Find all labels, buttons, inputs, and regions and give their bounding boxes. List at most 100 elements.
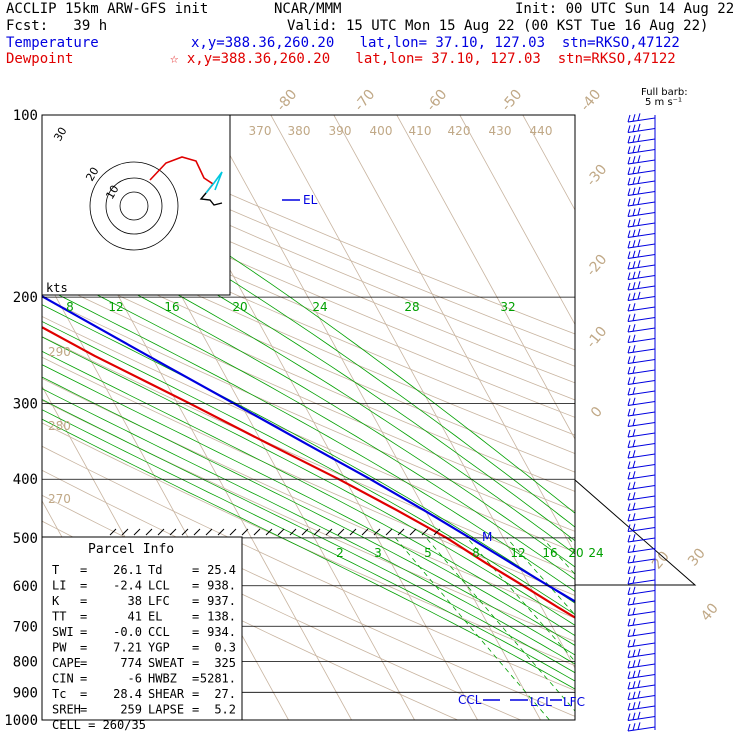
hatch-mark	[109, 528, 117, 536]
parcel-eq: =	[80, 625, 87, 639]
wind-barb-flag	[632, 670, 636, 678]
pressure-label: 500	[13, 531, 38, 547]
temperature-label: -70	[351, 87, 378, 115]
theta-label: 440	[530, 124, 553, 138]
wind-barb-flag	[632, 313, 636, 321]
wind-barb	[627, 170, 656, 175]
wind-barb-flag	[632, 628, 636, 636]
wind-barb-flag	[632, 376, 636, 384]
wind-barb	[627, 453, 656, 459]
hatch-mark	[385, 528, 393, 536]
hatch-mark	[313, 528, 321, 536]
wind-barb	[627, 642, 656, 648]
parcel-eq: =	[192, 625, 199, 639]
hodograph-ring-label: 20	[83, 165, 101, 184]
isotherm-line	[459, 115, 575, 326]
wind-barb	[627, 621, 656, 627]
parcel-value: -0.0	[113, 625, 142, 639]
wind-barb-flag	[632, 492, 636, 500]
moist-adiabat-line	[42, 244, 575, 568]
wind-barb-flag	[627, 272, 631, 280]
wind-barb-flag	[637, 113, 641, 121]
wind-barb-flag	[627, 230, 631, 238]
wind-barb-flag	[627, 513, 631, 522]
mixing-ratio-line	[425, 537, 575, 712]
isotherm-line	[649, 115, 740, 720]
parcel-value: 774	[120, 656, 142, 670]
parcel-label: LI	[52, 579, 66, 593]
wind-barb-flag	[627, 618, 631, 627]
wind-barb-flag	[627, 555, 631, 564]
wind-barb-flag	[627, 482, 631, 490]
dry-adiabat-line	[42, 258, 575, 492]
moist-adiabat-label: 28	[404, 300, 419, 314]
wind-barb	[627, 201, 656, 207]
wind-barb-flag	[632, 303, 636, 311]
parcel-label: K	[52, 594, 60, 608]
wind-barb-flag	[632, 555, 636, 563]
wind-barb	[627, 495, 656, 501]
wind-barb	[627, 317, 656, 322]
wind-barb-flag	[637, 690, 641, 699]
hodograph-ring-label: 30	[51, 125, 69, 144]
pressure-label: 200	[13, 290, 38, 306]
parcel-eq: =	[192, 641, 199, 655]
dewpoint-location: ☆ x,y=388.36,260.20 lat,lon= 37.10, 127.…	[170, 51, 676, 67]
pressure-label: 800	[13, 654, 38, 670]
dry-adiabat-line	[42, 156, 575, 384]
parcel-label: SWEAT	[148, 656, 184, 670]
wind-barb-flag	[627, 492, 631, 501]
mixing-ratio-label: 5	[424, 546, 432, 560]
parcel-eq: =	[80, 563, 87, 577]
wind-barb	[627, 254, 656, 259]
wind-barb-flag	[627, 219, 631, 228]
wind-barb-flag	[632, 250, 636, 258]
mixing-ratio-line	[466, 537, 575, 663]
wind-barb	[627, 180, 656, 186]
wind-barb-flag	[627, 597, 631, 606]
wind-barb-flag	[632, 544, 636, 552]
wind-barb-flag	[632, 114, 636, 122]
theta-label: 280	[48, 419, 71, 433]
hodograph-trace-top	[199, 192, 223, 206]
hatch-mark	[121, 528, 129, 536]
parcel-info: Parcel Info T = 26.1 Td = 25.4 LI = -2.4 LCL = 938. K…	[41, 536, 243, 732]
isotherm-line	[586, 115, 740, 720]
wind-barb-flag	[627, 629, 631, 637]
parcel-eq: =	[80, 687, 87, 701]
wind-barb	[627, 128, 656, 133]
wind-barb-flag	[632, 607, 636, 615]
mixing-ratio-label: 20	[568, 546, 583, 560]
parcel-eq: =	[80, 594, 87, 608]
init-time: Init: 00 UTC Sun 14 Aug 22	[515, 1, 735, 17]
wind-barb-flag	[627, 377, 631, 385]
wind-barb-flag	[632, 523, 636, 531]
parcel-label: LFC	[148, 594, 170, 608]
moist-adiabat-line	[42, 388, 575, 665]
wind-barb-flag	[627, 660, 631, 669]
parcel-value: 259	[120, 703, 142, 717]
moist-adiabat-line	[42, 418, 575, 690]
wind-barb	[627, 222, 656, 228]
hatch-mark	[409, 528, 417, 536]
wind-barb-flag	[627, 261, 631, 270]
wind-barb-flag	[627, 293, 631, 301]
barb-legend: Full barb:	[641, 87, 688, 98]
wind-barb	[627, 327, 656, 333]
hatch-mark	[289, 528, 297, 536]
wind-barb-flag	[627, 650, 631, 658]
wind-barb-flag	[637, 669, 641, 678]
wind-barb-flag	[637, 260, 641, 268]
wind-barb	[627, 485, 656, 490]
wind-barb-flag	[632, 429, 636, 437]
dry-adiabat-line	[42, 240, 575, 473]
pressure-label: 300	[13, 397, 38, 413]
temperature-label: 30	[685, 545, 709, 569]
wind-barb	[627, 474, 656, 480]
wind-barb-flag	[637, 176, 641, 184]
model-title: ACCLIP 15km ARW-GFS init	[6, 1, 209, 17]
wind-barb-flag	[632, 586, 636, 594]
moist-adiabat-line	[42, 286, 575, 593]
moist-adiabat-line	[42, 350, 575, 637]
